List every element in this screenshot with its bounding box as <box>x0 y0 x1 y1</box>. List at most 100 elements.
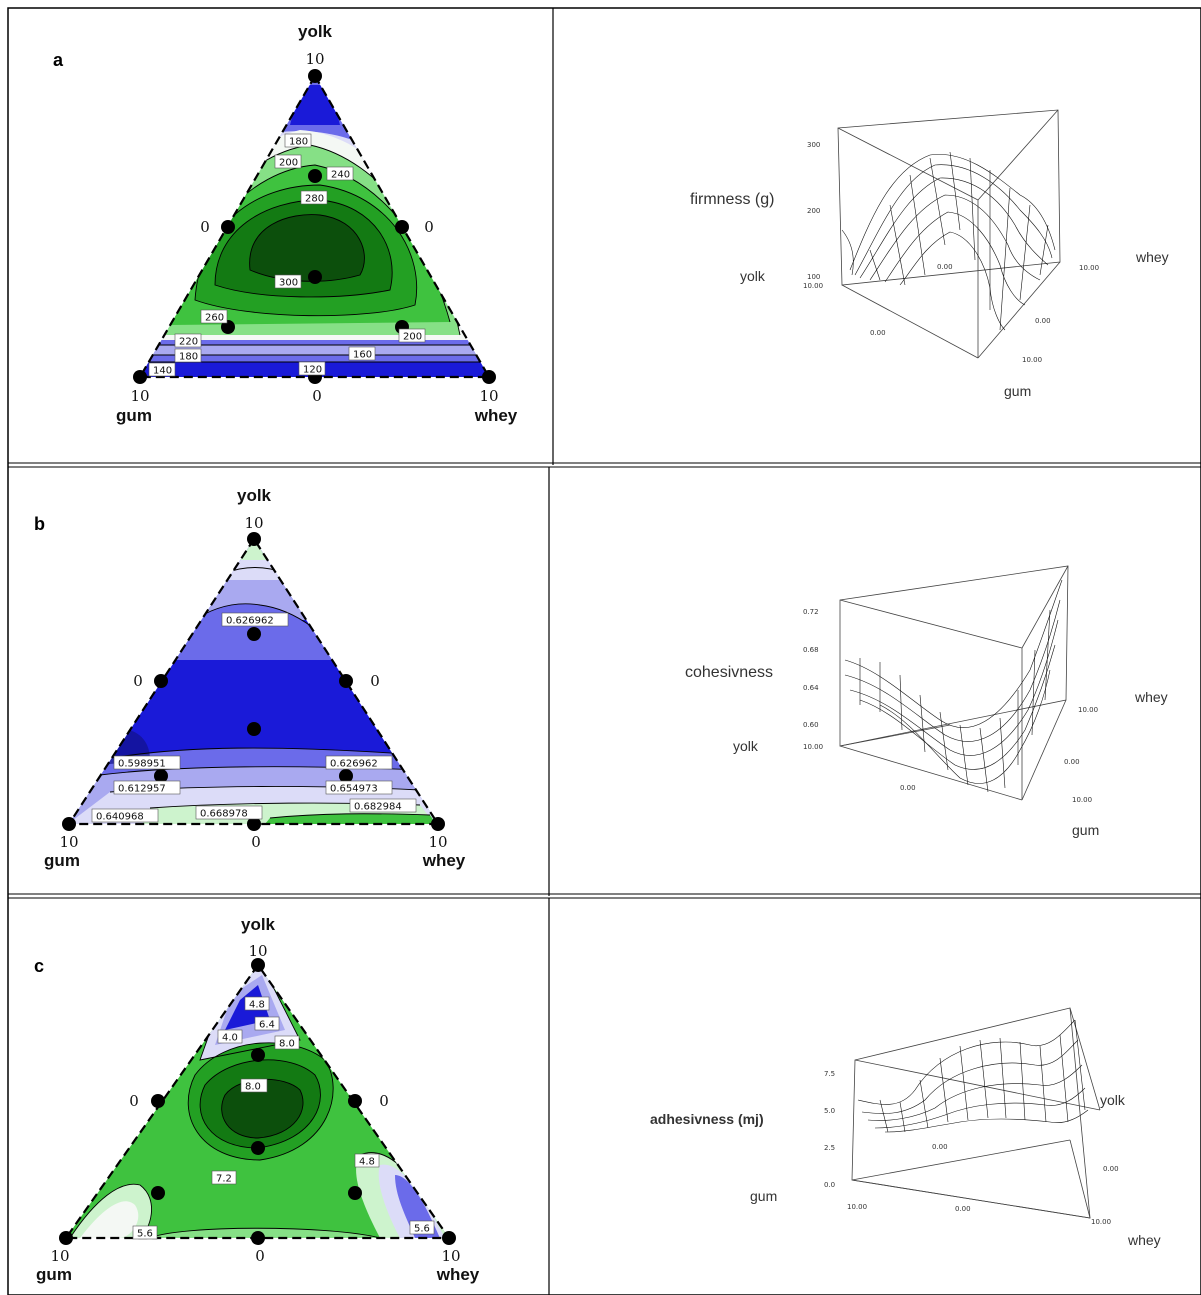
z-tick: 300 <box>807 141 820 149</box>
contour-label: 0.682984 <box>349 798 417 813</box>
tick-label: 0.00 <box>1035 317 1051 325</box>
design-points-c <box>59 958 456 1245</box>
tick-label: 0.00 <box>932 1143 948 1151</box>
axis-label-yolk: yolk <box>241 915 276 934</box>
contour-label: 240 <box>326 166 354 181</box>
contour-label-text: 4.8 <box>359 1157 375 1168</box>
contour-label: 300 <box>274 274 302 289</box>
contour-label-text: 0.668978 <box>200 809 248 820</box>
surface-plot-a: firmness (g) 300 200 100 10.00 0.00 10.0… <box>690 109 1169 399</box>
contour-label: 0.612957 <box>113 780 181 795</box>
contour-label-text: 0.598951 <box>118 759 166 770</box>
contour-labels-c: 4.8 6.4 4.0 8.0 8.0 7.2 4.8 5.6 5.6 <box>132 996 435 1240</box>
contour-label-text: 4.0 <box>222 1033 238 1044</box>
contour-label-text: 6.4 <box>259 1020 275 1031</box>
contour-label-text: 140 <box>153 366 172 377</box>
contour-label: 0.626962 <box>325 755 393 770</box>
axis-label-whey: whey <box>422 851 466 870</box>
tick-top-value: 10 <box>244 514 263 532</box>
z-tick: 200 <box>807 207 820 215</box>
panel-letter-b: b <box>34 514 45 534</box>
surface-box-c <box>851 1007 1101 1219</box>
contour-label-text: 120 <box>303 365 322 376</box>
contour-label-text: 0.626962 <box>330 759 378 770</box>
tick-right-mid: 0 <box>370 672 380 690</box>
tick-label: 10.00 <box>803 282 823 290</box>
surface-title-c: adhesivness (mj) <box>650 1111 764 1127</box>
tick-right-value: 10 <box>479 387 498 405</box>
tick-bottom-mid: 0 <box>312 387 322 405</box>
contour-label-text: 260 <box>205 313 224 324</box>
z-tick: 0.72 <box>803 608 819 616</box>
contour-label-text: 7.2 <box>216 1174 232 1185</box>
tick-left-mid: 0 <box>129 1092 139 1110</box>
ternary-plot-b: 0.626962 0.598951 0.612957 0.640968 0.66… <box>44 486 466 870</box>
ternary-plot-a: 180 200 240 280 300 260 220 180 140 200 … <box>116 22 518 425</box>
contour-label: 7.2 <box>211 1170 237 1185</box>
design-points-b <box>62 532 445 831</box>
contour-label-text: 8.0 <box>245 1082 261 1093</box>
ternary-plot-c: 4.8 6.4 4.0 8.0 8.0 7.2 4.8 5.6 5.6 yolk… <box>36 915 480 1284</box>
contour-label: 0.640968 <box>91 808 159 823</box>
axis-label: gum <box>750 1188 777 1204</box>
contour-label: 180 <box>174 348 202 363</box>
axis-label: yolk <box>1100 1092 1126 1108</box>
tick-left-mid: 0 <box>200 218 210 236</box>
surface-plot-c: adhesivness (mj) 7.5 5.0 2.5 0.0 10.00 0… <box>650 1007 1161 1248</box>
contour-label-text: 0.612957 <box>118 784 166 795</box>
contour-label: 140 <box>148 362 176 377</box>
contour-label-text: 180 <box>289 137 308 148</box>
surface-title-b: cohesivness <box>685 664 773 681</box>
axis-label-yolk: yolk <box>237 486 272 505</box>
tick-label: 0.00 <box>870 329 886 337</box>
contour-label-text: 280 <box>305 194 324 205</box>
contour-label: 0.654973 <box>325 780 393 795</box>
contour-label-text: 180 <box>179 352 198 363</box>
axis-label: gum <box>1004 383 1031 399</box>
tick-label: 10.00 <box>1079 264 1099 272</box>
axis-label-gum: gum <box>116 406 152 425</box>
contour-label: 4.8 <box>354 1153 380 1168</box>
axis-label-whey: whey <box>474 406 518 425</box>
contour-label-text: 160 <box>353 350 372 361</box>
contour-label: 200 <box>398 328 426 343</box>
contour-label: 200 <box>274 154 302 169</box>
axis-label: whey <box>1127 1232 1161 1248</box>
z-tick: 2.5 <box>824 1144 835 1152</box>
panel-grid <box>7 7 1201 1295</box>
contour-label-text: 4.8 <box>249 1000 265 1011</box>
contour-label: 4.8 <box>244 996 270 1011</box>
tick-label: 10.00 <box>1022 356 1042 364</box>
z-tick: 0.68 <box>803 646 819 654</box>
contour-label-text: 300 <box>279 278 298 289</box>
contour-label: 220 <box>174 333 202 348</box>
tick-label: 10.00 <box>1072 796 1092 804</box>
panel-letter-c: c <box>34 956 44 976</box>
contour-label: 160 <box>348 346 376 361</box>
z-tick: 7.5 <box>824 1070 835 1078</box>
tick-right-value: 10 <box>441 1247 460 1265</box>
contour-label-text: 0.682984 <box>354 802 402 813</box>
contour-label-text: 5.6 <box>414 1224 430 1235</box>
tick-bottom-mid: 0 <box>251 833 261 851</box>
contour-label: 4.0 <box>217 1029 243 1044</box>
contour-label: 0.598951 <box>113 755 181 770</box>
surface-plot-b: cohesivness 0.72 0.68 0.64 0.60 10.00 10… <box>685 565 1168 838</box>
contour-label: 280 <box>300 190 328 205</box>
tick-label: 0.00 <box>955 1205 971 1213</box>
surface-mesh-c <box>857 1019 1089 1133</box>
contour-label-text: 0.640968 <box>96 812 144 823</box>
contour-label-text: 200 <box>279 158 298 169</box>
axis-label: yolk <box>733 738 759 754</box>
contour-label: 0.668978 <box>195 805 263 820</box>
contour-label-text: 0.654973 <box>330 784 378 795</box>
tick-bottom-mid: 0 <box>255 1247 265 1265</box>
contour-label-text: 240 <box>331 170 350 181</box>
axis-label-gum: gum <box>44 851 80 870</box>
tick-right-mid: 0 <box>379 1092 389 1110</box>
axis-label-gum: gum <box>36 1265 72 1284</box>
tick-label: 10.00 <box>803 743 823 751</box>
contour-label: 260 <box>200 309 228 324</box>
z-tick: 0.64 <box>803 684 819 692</box>
contour-label: 8.0 <box>274 1035 300 1050</box>
